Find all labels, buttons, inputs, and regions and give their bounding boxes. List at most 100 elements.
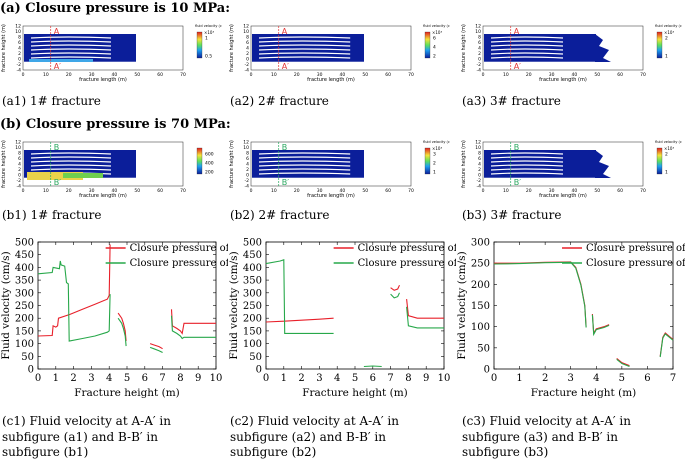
x-tick-label: 0 bbox=[263, 373, 269, 384]
streamline bbox=[30, 48, 112, 51]
y-tick-label: 2 bbox=[18, 51, 21, 57]
y-tick-label: 450 bbox=[243, 250, 262, 261]
y-tick-label: -2 bbox=[245, 178, 250, 184]
x-tick-label: 50 bbox=[594, 188, 600, 194]
x-tick-label: 3 bbox=[88, 373, 94, 384]
streamline bbox=[258, 40, 351, 43]
x-tick-label: 50 bbox=[362, 72, 368, 78]
y-tick-label: 12 bbox=[475, 140, 481, 146]
legend-label: Closure pressure of 70 MPa bbox=[586, 258, 685, 269]
y-tick-label: 12 bbox=[243, 24, 249, 30]
colorbar-tick: 2 bbox=[433, 54, 436, 60]
colorbar-tick: 0.5 bbox=[205, 54, 212, 60]
y-tick-label: 10 bbox=[15, 29, 21, 35]
x-tick-label: 60 bbox=[385, 72, 391, 78]
section-marker-top: B bbox=[514, 143, 520, 152]
series-line bbox=[659, 333, 674, 358]
x-tick-label: 40 bbox=[112, 188, 118, 194]
x-tick-label: 60 bbox=[157, 188, 163, 194]
y-tick-label: -4 bbox=[245, 184, 250, 190]
streamline bbox=[30, 160, 112, 163]
y-tick-label: 300 bbox=[471, 238, 490, 249]
x-tick-label: 20 bbox=[294, 72, 300, 78]
colorbar bbox=[424, 147, 431, 175]
legend-label: Closure pressure of 70 MPa bbox=[130, 258, 228, 269]
x-tick-label: 4 bbox=[106, 373, 112, 384]
x-tick-label: 3 bbox=[316, 373, 322, 384]
streamline bbox=[490, 52, 564, 55]
colorbar-tick: 600 bbox=[205, 152, 214, 158]
streamlines bbox=[490, 36, 564, 59]
x-tick-label: 0 bbox=[35, 373, 41, 384]
x-tick-label: 50 bbox=[362, 188, 368, 194]
y-tick-label: 200 bbox=[243, 314, 262, 325]
series-line bbox=[616, 357, 630, 367]
y-tick-label: 250 bbox=[15, 301, 34, 312]
y-tick-label: 10 bbox=[475, 29, 481, 35]
series-line bbox=[616, 358, 630, 368]
y-tick-label: 50 bbox=[249, 352, 262, 363]
streamline bbox=[490, 160, 564, 163]
line-chart-c3: 0 50 100 150 200 250 300 0 1 2 3 4 5 6 7 Fracture heigh… bbox=[456, 238, 685, 400]
streamline bbox=[490, 56, 564, 59]
x-tick-label: 20 bbox=[294, 188, 300, 194]
y-tick-label: 0 bbox=[478, 57, 481, 63]
x-tick-label: 30 bbox=[549, 72, 555, 78]
x-tick-label: 30 bbox=[317, 188, 323, 194]
y-tick-label: 0 bbox=[18, 173, 21, 179]
x-tick-label: 40 bbox=[572, 72, 578, 78]
x-tick-label: 10 bbox=[438, 373, 451, 384]
y-tick-label: 400 bbox=[15, 263, 34, 274]
y-tick-label: -4 bbox=[17, 184, 22, 190]
y-axis-label: fracture height (m) bbox=[1, 140, 7, 188]
colorbar-tick: 6 bbox=[433, 36, 436, 42]
series-line bbox=[406, 306, 444, 329]
series-line bbox=[117, 317, 127, 347]
streamline bbox=[30, 156, 112, 159]
x-tick-label: 40 bbox=[340, 188, 346, 194]
x-tick-label: 60 bbox=[617, 188, 623, 194]
y-tick-label: 2 bbox=[18, 167, 21, 173]
caption-b2: (b2) 2# fracture bbox=[230, 208, 330, 222]
colorbar-tick: 1 bbox=[665, 54, 668, 60]
x-tick-label: 30 bbox=[89, 188, 95, 194]
y-tick-label: 10 bbox=[243, 29, 249, 35]
y-axis-label: fracture height (m) bbox=[1, 24, 7, 72]
y-tick-label: 10 bbox=[15, 145, 21, 151]
series-70mpa bbox=[493, 261, 674, 368]
y-tick-label: 0 bbox=[246, 173, 249, 179]
streamline bbox=[258, 152, 351, 155]
x-tick-label: 70 bbox=[180, 188, 186, 194]
streamlines bbox=[258, 36, 351, 59]
y-tick-label: -4 bbox=[245, 68, 250, 74]
mid-velocity-zone bbox=[29, 59, 93, 62]
colorbar-tick: 3 bbox=[433, 152, 436, 158]
x-tick-label: 50 bbox=[594, 72, 600, 78]
streamline bbox=[30, 168, 112, 171]
colorbar-exponent: ×10³ bbox=[664, 146, 674, 151]
y-tick-label: 6 bbox=[18, 156, 21, 162]
y-tick-label: 100 bbox=[243, 339, 262, 350]
streamline bbox=[30, 52, 112, 55]
y-tick-label: 4 bbox=[18, 46, 21, 52]
x-tick-label: 5 bbox=[352, 373, 358, 384]
x-tick-label: 1 bbox=[281, 373, 287, 384]
section-marker-bottom: A′ bbox=[514, 62, 521, 71]
colorbar-exponent: ×10³ bbox=[432, 146, 442, 151]
y-axis-label: Fluid velocity (cm/s) bbox=[456, 251, 468, 359]
x-tick-label: 2 bbox=[298, 373, 304, 384]
streamlines bbox=[258, 152, 351, 175]
x-axis-label: Fracture height (m) bbox=[302, 387, 408, 399]
y-tick-label: 8 bbox=[478, 35, 481, 41]
series-line bbox=[149, 346, 163, 353]
y-tick-label: 100 bbox=[471, 322, 490, 333]
y-tick-label: 50 bbox=[477, 343, 490, 354]
series-line bbox=[591, 314, 610, 337]
streamline bbox=[258, 168, 351, 171]
y-tick-label: 0 bbox=[478, 173, 481, 179]
x-tick-label: 20 bbox=[66, 188, 72, 194]
y-tick-label: 0 bbox=[246, 57, 249, 63]
x-tick-label: 50 bbox=[134, 72, 140, 78]
